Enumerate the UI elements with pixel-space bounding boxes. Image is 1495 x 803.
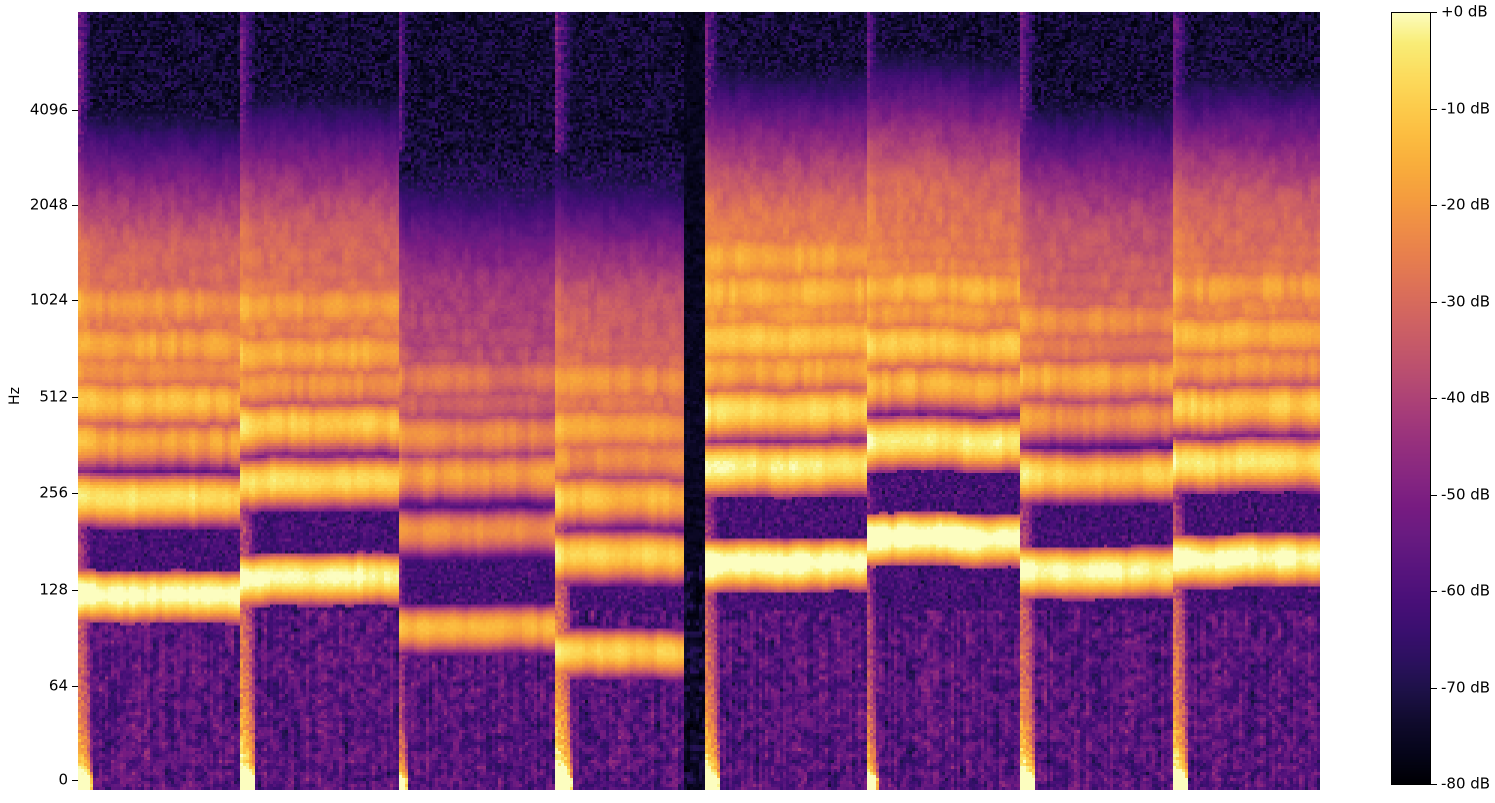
y-tick-mark <box>72 397 78 398</box>
colorbar-tick-label: -10 dB <box>1441 99 1491 117</box>
y-tick-label: 0 <box>58 770 68 789</box>
colorbar-tick-label: -70 dB <box>1441 678 1491 696</box>
y-axis-label: Hz <box>6 387 23 405</box>
y-tick-mark <box>72 300 78 301</box>
colorbar-tick-label: -30 dB <box>1441 292 1491 310</box>
spectrogram-image <box>78 12 1320 790</box>
y-tick-label: 256 <box>39 483 68 502</box>
colorbar: +0 dB -10 dB -20 dB -30 dB -40 dB -50 dB -60 d… <box>1391 4 1490 791</box>
y-tick-mark <box>72 493 78 494</box>
colorbar-tick-mark <box>1431 784 1437 785</box>
y-tick-label: 1024 <box>29 290 68 309</box>
colorbar-tick-label: -40 dB <box>1441 388 1491 407</box>
y-tick-label: 128 <box>39 580 68 599</box>
y-tick-mark <box>72 110 78 111</box>
y-tick-label: 4096 <box>29 100 68 119</box>
y-tick-mark <box>72 686 78 687</box>
y-tick-mark <box>72 205 78 206</box>
y-tick-mark <box>72 590 78 591</box>
colorbar-tick-mark <box>1431 494 1437 496</box>
colorbar-tick-label: -20 dB <box>1441 195 1491 214</box>
colorbar-tick-mark <box>1431 12 1437 13</box>
y-tick-label: 512 <box>39 387 68 406</box>
colorbar-tick-label: -80 dB <box>1441 774 1491 793</box>
colorbar-tick-mark <box>1431 687 1437 689</box>
y-tick-label: 2048 <box>29 195 68 214</box>
spectrogram-axes: 4096 2048 1024 512 256 128 64 0 <box>30 12 1320 790</box>
colorbar-tick-mark <box>1431 205 1437 206</box>
colorbar-tick-label: -50 dB <box>1441 485 1491 503</box>
colorbar-tick-label: +0 dB <box>1441 2 1488 21</box>
colorbar-tick-label: -60 dB <box>1441 581 1491 600</box>
colorbar-tick-mark <box>1431 398 1437 399</box>
colorbar-tick-mark <box>1431 108 1437 110</box>
colorbar-gradient <box>1391 12 1431 785</box>
colorbar-tick-mark <box>1431 301 1437 303</box>
y-tick-mark <box>72 780 78 781</box>
colorbar-tick-mark <box>1431 591 1437 592</box>
y-tick-label: 64 <box>48 676 68 695</box>
